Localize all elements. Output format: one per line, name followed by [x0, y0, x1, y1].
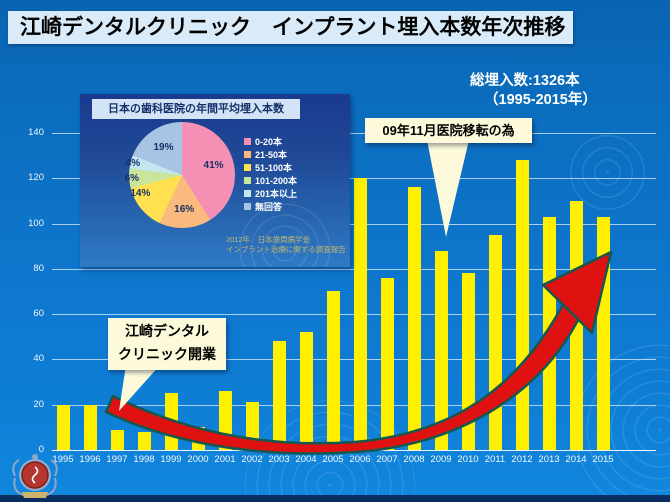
opening-callout: 江崎デンタル クリニック開業 [108, 318, 226, 370]
pie-slice-label-201本以上: 4% [125, 157, 141, 169]
bar-2001 [218, 391, 232, 450]
y-tick-label: 120 [28, 172, 44, 184]
x-tick-label: 2005 [322, 454, 344, 465]
legend-swatch-icon [244, 190, 251, 197]
legend-swatch-icon [244, 203, 251, 210]
y-tick-label: 80 [33, 262, 44, 274]
bar-2012 [515, 160, 529, 450]
x-tick-label: 2007 [376, 454, 398, 465]
x-tick-label: 2000 [187, 454, 209, 465]
legend-swatch-icon [244, 177, 251, 184]
japan-average-pie-panel: 日本の歯科医院の年間平均埋入本数 41% 16% 14% 6% 4% 19% 0-20本 2… [80, 94, 350, 267]
bar-2009 [434, 250, 448, 450]
y-tick-label: 60 [33, 308, 44, 320]
bar-2013 [542, 216, 556, 450]
x-tick-label: 2010 [457, 454, 479, 465]
legend-item: 201本以上 [244, 187, 297, 200]
pie-legend: 0-20本 21-50本 51-100本 101-200本 201本以上 無回答 [244, 135, 297, 213]
x-tick-label: 1998 [133, 454, 155, 465]
x-tick-label: 1996 [79, 454, 101, 465]
bottom-accent-bar [0, 495, 670, 502]
pie-panel-title: 日本の歯科医院の年間平均埋入本数 [92, 99, 300, 119]
x-tick-label: 1997 [106, 454, 128, 465]
bar-2011 [488, 234, 502, 450]
x-tick-label: 2006 [349, 454, 371, 465]
pie-source-note: 2012年 日本歯周病学会 インプラント治療に関する調査報告 [226, 235, 346, 255]
bar-1999 [164, 393, 178, 450]
y-tick-label: 40 [33, 353, 44, 365]
total-count-line1: 総埋入数:1326本 [470, 73, 580, 89]
legend-item: 101-200本 [244, 174, 297, 187]
bar-2008 [407, 187, 421, 450]
legend-item: 21-50本 [244, 148, 297, 161]
total-count-label: 総埋入数:1326本 （1995-2015年） [470, 72, 597, 110]
bar-1995 [56, 404, 70, 450]
legend-swatch-icon [244, 164, 251, 171]
legend-item: 51-100本 [244, 161, 297, 174]
bar-1998 [137, 431, 151, 450]
legend-label: 101-200本 [255, 176, 298, 186]
legend-item: 0-20本 [244, 135, 297, 148]
x-axis-line [52, 450, 656, 451]
bar-2005 [326, 291, 340, 450]
x-tick-label: 2002 [241, 454, 263, 465]
x-tick-label: 2013 [538, 454, 560, 465]
bar-2004 [299, 332, 313, 450]
bar-1996 [83, 404, 97, 450]
bar-2010 [461, 273, 475, 450]
legend-label: 0-20本 [255, 137, 283, 147]
y-tick-label: 100 [28, 217, 44, 229]
bar-1997 [110, 429, 124, 450]
pie-slice-label-101-200本: 6% [124, 173, 140, 185]
x-tick-label: 1999 [160, 454, 182, 465]
x-tick-label: 2004 [295, 454, 317, 465]
legend-label: 21-50本 [255, 150, 288, 160]
bar-2003 [272, 341, 286, 450]
x-tick-label: 2014 [565, 454, 587, 465]
pie-slice-label-51-100本: 14% [130, 187, 151, 199]
x-tick-label: 2003 [268, 454, 290, 465]
pie-chart-area: 41% 16% 14% 6% 4% 19% [125, 122, 235, 228]
total-count-line2: （1995-2015年） [484, 92, 597, 108]
bar-2000 [191, 427, 205, 450]
opening-callout-line1: 江崎デンタル [125, 323, 209, 339]
legend-label: 51-100本 [255, 163, 293, 173]
pie-chart [129, 122, 235, 228]
y-tick-label: 20 [33, 398, 44, 410]
pie-source-line1: 2012年 日本歯周病学会 [226, 235, 311, 244]
page-title: 江崎デンタルクリニック インプラント埋入本数年次推移 [8, 11, 573, 44]
pie-source-line2: インプラント治療に関する調査報告 [226, 245, 346, 255]
legend-swatch-icon [244, 138, 251, 145]
bar-2002 [245, 402, 259, 450]
legend-label: 201本以上 [255, 189, 298, 199]
y-tick-label: 0 [38, 444, 44, 455]
legend-item: 無回答 [244, 200, 297, 213]
clinic-emblem [12, 454, 58, 498]
bar-2006 [353, 178, 367, 450]
grid-line [52, 132, 656, 134]
relocation-callout: 09年11月医院移転の為 [365, 118, 532, 143]
x-tick-label: 2001 [214, 454, 236, 465]
x-tick-label: 1995 [52, 454, 74, 465]
x-tick-label: 2012 [511, 454, 533, 465]
bar-2007 [380, 277, 394, 450]
opening-callout-line2: クリニック開業 [118, 346, 216, 362]
x-tick-label: 2009 [430, 454, 452, 465]
bar-2014 [569, 200, 583, 450]
x-tick-label: 2015 [592, 454, 614, 465]
bar-2015 [596, 216, 610, 450]
legend-swatch-icon [244, 151, 251, 158]
pie-slice-label-無回答: 19% [153, 141, 174, 153]
pie-slice-label-0-20本: 41% [203, 159, 224, 171]
pie-slice-label-21-50本: 16% [174, 203, 195, 215]
x-tick-label: 2008 [403, 454, 425, 465]
legend-label: 無回答 [255, 202, 283, 212]
y-tick-label: 140 [28, 126, 44, 138]
x-tick-label: 2011 [484, 454, 506, 465]
